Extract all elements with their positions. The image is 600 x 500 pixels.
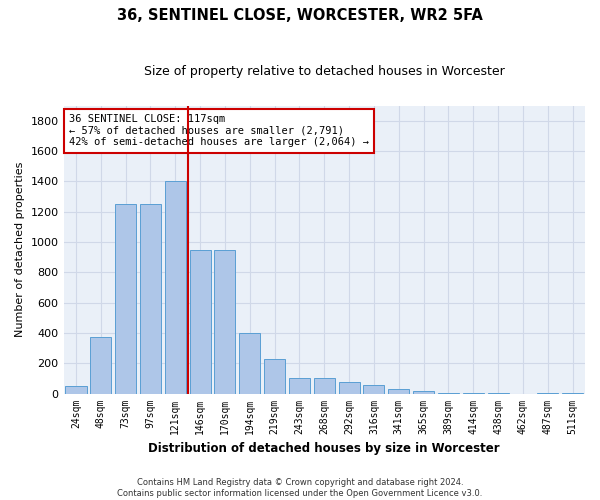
Bar (165, 182, 186, 394)
Bar (463, 393, 484, 394)
Y-axis label: Number of detached properties: Number of detached properties (15, 162, 25, 337)
Bar (115, 204, 136, 394)
Text: Contains HM Land Registry data © Crown copyright and database right 2024.
Contai: Contains HM Land Registry data © Crown c… (118, 478, 482, 498)
Bar (338, 382, 359, 394)
Bar (90, 336, 112, 394)
X-axis label: Distribution of detached houses by size in Worcester: Distribution of detached houses by size … (148, 442, 500, 455)
Bar (364, 385, 385, 394)
Text: 36 SENTINEL CLOSE: 117sqm
← 57% of detached houses are smaller (2,791)
42% of se: 36 SENTINEL CLOSE: 117sqm ← 57% of detac… (69, 114, 369, 148)
Bar (413, 390, 434, 394)
Bar (239, 333, 260, 394)
Bar (214, 250, 235, 394)
Bar (190, 250, 211, 394)
Bar (314, 378, 335, 394)
Bar (289, 378, 310, 394)
Bar (438, 393, 459, 394)
Bar (388, 389, 409, 394)
Bar (562, 393, 583, 394)
Bar (140, 204, 161, 394)
Bar (488, 393, 509, 394)
Bar (264, 358, 285, 394)
Bar (65, 386, 86, 394)
Title: Size of property relative to detached houses in Worcester: Size of property relative to detached ho… (144, 65, 505, 78)
Bar (537, 393, 559, 394)
Text: 36, SENTINEL CLOSE, WORCESTER, WR2 5FA: 36, SENTINEL CLOSE, WORCESTER, WR2 5FA (117, 8, 483, 22)
